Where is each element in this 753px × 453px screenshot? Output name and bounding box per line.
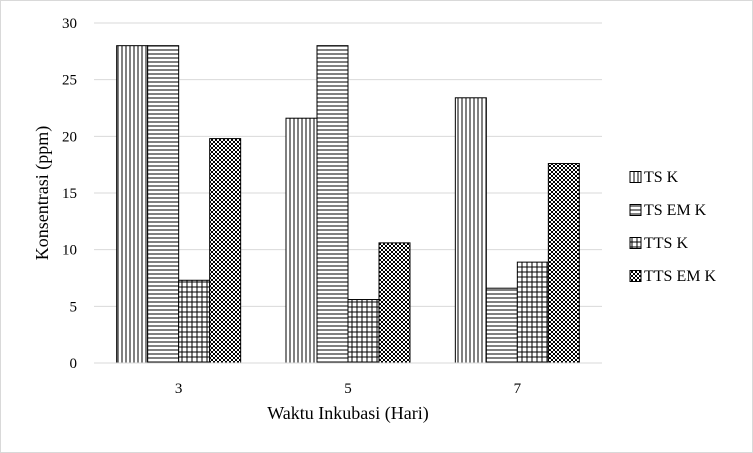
- x-tick-label-5: 5: [344, 381, 352, 397]
- legend-swatch-tts-k: [629, 237, 642, 249]
- y-axis-title: Konsentrasi (ppm): [32, 126, 53, 260]
- bar-tts-em-k-day-3: [209, 138, 242, 364]
- bar-ts-em-k-day-7: [485, 287, 518, 364]
- bar-ts-em-k-day-5: [316, 45, 349, 364]
- bar-ts-em-k-day-3: [147, 45, 180, 364]
- y-tick-label-10: 10: [62, 243, 77, 259]
- legend: TS K TS EM K TTS K TTS EM K: [629, 169, 716, 285]
- legend-label-ts-k: TS K: [644, 169, 679, 186]
- legend-label-tts-k: TTS K: [644, 235, 688, 252]
- bar-ts-k-day-5: [285, 117, 318, 364]
- legend-label-ts-em-k: TS EM K: [644, 202, 707, 219]
- legend-swatch-ts-em-k: [629, 204, 642, 216]
- y-tick-label-5: 5: [70, 299, 78, 315]
- x-tick-label-3: 3: [175, 381, 183, 397]
- legend-swatch-ts-k: [629, 171, 642, 183]
- x-tick-label-7: 7: [514, 381, 522, 397]
- bar-ts-k-day-3: [116, 45, 149, 364]
- y-tick-label-30: 30: [62, 16, 77, 32]
- bar-ts-k-day-7: [454, 97, 487, 364]
- bar-tts-em-k-day-5: [378, 242, 411, 364]
- bars: [116, 45, 580, 364]
- x-axis-title: Waktu Inkubasi (Hari): [267, 403, 429, 424]
- bar-tts-k-day-7: [516, 261, 549, 364]
- y-tick-label-20: 20: [62, 129, 77, 145]
- y-tick-label-0: 0: [70, 356, 78, 372]
- bar-tts-em-k-day-7: [547, 163, 580, 364]
- legend-swatch-tts-em-k: [629, 270, 642, 282]
- legend-label-tts-em-k: TTS EM K: [644, 268, 716, 285]
- y-tick-label-15: 15: [62, 186, 77, 202]
- bar-tts-k-day-3: [178, 279, 211, 364]
- y-tick-label-25: 25: [62, 73, 77, 89]
- bar-tts-k-day-5: [347, 299, 380, 364]
